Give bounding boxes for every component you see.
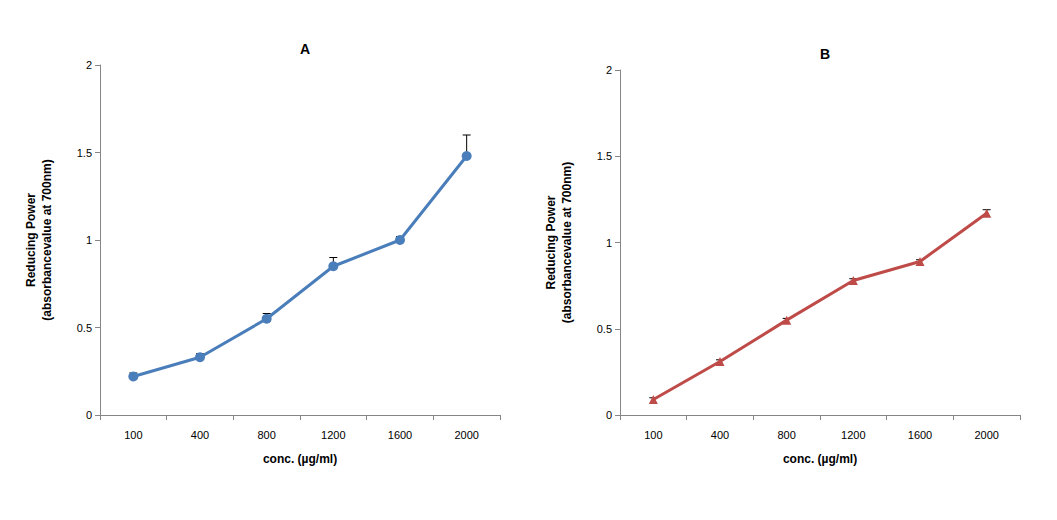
svg-text:100: 100	[124, 429, 142, 441]
svg-text:0: 0	[606, 409, 612, 421]
svg-text:1200: 1200	[841, 429, 865, 441]
svg-text:800: 800	[777, 429, 795, 441]
svg-text:2000: 2000	[974, 429, 998, 441]
svg-text:2: 2	[606, 64, 612, 76]
svg-text:400: 400	[711, 429, 729, 441]
svg-text:2: 2	[86, 59, 92, 71]
svg-text:1600: 1600	[388, 429, 412, 441]
svg-text:1.5: 1.5	[77, 147, 92, 159]
svg-text:400: 400	[191, 429, 209, 441]
svg-text:conc. (µg/ml): conc. (µg/ml)	[263, 452, 337, 466]
svg-text:A: A	[300, 41, 310, 57]
svg-text:Reducing Power: Reducing Power	[544, 195, 558, 289]
svg-text:1: 1	[606, 237, 612, 249]
svg-text:conc. (µg/ml): conc. (µg/ml)	[783, 452, 857, 466]
svg-text:1600: 1600	[908, 429, 932, 441]
svg-text:(absorbancevalue at 700nm): (absorbancevalue at 700nm)	[560, 162, 574, 323]
svg-text:Reducing Power: Reducing Power	[24, 193, 38, 287]
svg-text:1.5: 1.5	[597, 150, 612, 162]
svg-text:B: B	[820, 46, 830, 62]
svg-text:(absorbancevalue at 700nm): (absorbancevalue at 700nm)	[40, 159, 54, 320]
svg-text:2000: 2000	[454, 429, 478, 441]
svg-text:1200: 1200	[321, 429, 345, 441]
svg-text:0: 0	[86, 409, 92, 421]
svg-text:0.5: 0.5	[597, 323, 612, 335]
svg-text:0.5: 0.5	[77, 322, 92, 334]
svg-text:1: 1	[86, 234, 92, 246]
svg-text:800: 800	[257, 429, 275, 441]
svg-text:100: 100	[644, 429, 662, 441]
